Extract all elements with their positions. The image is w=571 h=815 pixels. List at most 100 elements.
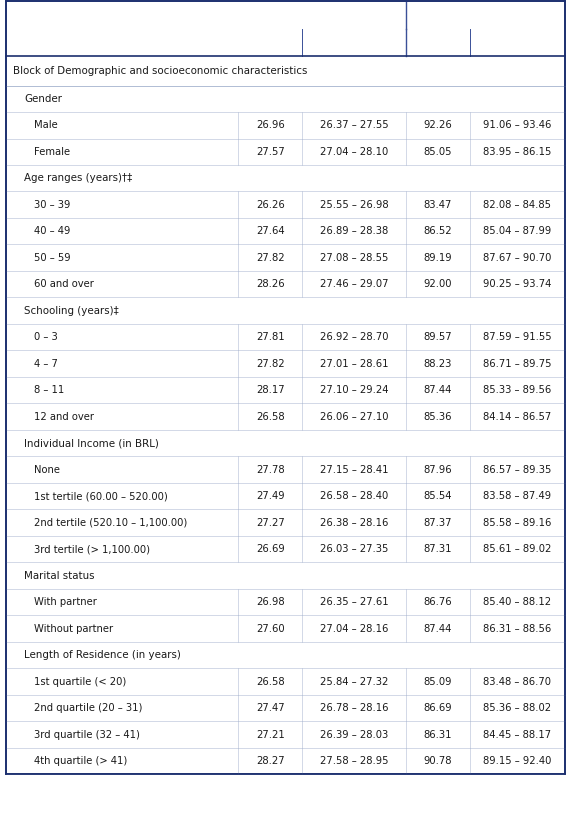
Text: 26.37 – 27.55: 26.37 – 27.55 bbox=[320, 121, 388, 130]
Bar bbox=[470, 29, 565, 56]
Text: 83.95 – 86.15: 83.95 – 86.15 bbox=[483, 147, 552, 156]
Bar bbox=[6, 456, 565, 483]
Text: 87.44: 87.44 bbox=[424, 623, 452, 634]
Bar bbox=[6, 615, 565, 642]
Text: 12 and over: 12 and over bbox=[34, 412, 94, 421]
Bar bbox=[6, 165, 565, 192]
Text: 27.64: 27.64 bbox=[256, 227, 284, 236]
Text: 83.47: 83.47 bbox=[424, 200, 452, 209]
Text: 87.44: 87.44 bbox=[424, 385, 452, 395]
Text: 28.17: 28.17 bbox=[256, 385, 284, 395]
Text: 86.31 – 88.56: 86.31 – 88.56 bbox=[484, 623, 552, 634]
Text: 60 and over: 60 and over bbox=[34, 280, 94, 289]
Bar bbox=[405, 1, 565, 29]
Text: 27.81: 27.81 bbox=[256, 333, 284, 342]
Text: Female: Female bbox=[34, 147, 70, 156]
Bar bbox=[6, 483, 565, 509]
Text: 84.14 – 86.57: 84.14 – 86.57 bbox=[484, 412, 552, 421]
Text: 82.08 – 84.85: 82.08 – 84.85 bbox=[484, 200, 552, 209]
Text: 26.58 – 28.40: 26.58 – 28.40 bbox=[320, 491, 388, 501]
Text: 27.08 – 28.55: 27.08 – 28.55 bbox=[320, 253, 388, 262]
Text: 27.82: 27.82 bbox=[256, 359, 284, 368]
Text: 25.84 – 27.32: 25.84 – 27.32 bbox=[320, 676, 388, 687]
Bar bbox=[6, 112, 565, 139]
Text: 87.96: 87.96 bbox=[424, 465, 452, 475]
Bar bbox=[6, 297, 565, 324]
Text: 26.96: 26.96 bbox=[256, 121, 284, 130]
Text: Means*: Means* bbox=[247, 37, 293, 47]
Text: None: None bbox=[34, 465, 60, 475]
Text: 27.60: 27.60 bbox=[256, 623, 284, 634]
Text: 4th quartile (> 41): 4th quartile (> 41) bbox=[34, 756, 127, 766]
Text: 89.15 – 92.40: 89.15 – 92.40 bbox=[483, 756, 552, 766]
Text: Marital status: Marital status bbox=[24, 570, 94, 581]
Text: Means*: Means* bbox=[415, 37, 461, 47]
Text: 27.21: 27.21 bbox=[256, 729, 284, 740]
Text: 26.06 – 27.10: 26.06 – 27.10 bbox=[320, 412, 388, 421]
Text: 27.15 – 28.41: 27.15 – 28.41 bbox=[320, 465, 388, 475]
Text: 50 – 59: 50 – 59 bbox=[34, 253, 71, 262]
Text: 90.78: 90.78 bbox=[424, 756, 452, 766]
Text: 26.35 – 27.61: 26.35 – 27.61 bbox=[320, 597, 388, 607]
Text: Gender: Gender bbox=[24, 94, 62, 104]
Bar bbox=[6, 244, 565, 271]
Text: 27.04 – 28.10: 27.04 – 28.10 bbox=[320, 147, 388, 156]
Text: 95%CI*: 95%CI* bbox=[332, 37, 376, 47]
Text: 1st tertile (60.00 – 520.00): 1st tertile (60.00 – 520.00) bbox=[34, 491, 168, 501]
Text: 26.92 – 28.70: 26.92 – 28.70 bbox=[320, 333, 388, 342]
Bar bbox=[6, 324, 565, 350]
Text: With partner: With partner bbox=[34, 597, 97, 607]
Text: Schooling (years)‡: Schooling (years)‡ bbox=[24, 306, 119, 315]
Text: 85.33 – 89.56: 85.33 – 89.56 bbox=[484, 385, 552, 395]
Text: 27.47: 27.47 bbox=[256, 703, 284, 713]
Text: 87.37: 87.37 bbox=[424, 518, 452, 528]
Text: 85.36: 85.36 bbox=[424, 412, 452, 421]
Bar bbox=[6, 218, 565, 244]
Bar bbox=[6, 721, 565, 748]
Text: 89.57: 89.57 bbox=[424, 333, 452, 342]
Bar bbox=[6, 377, 565, 403]
Text: 26.58: 26.58 bbox=[256, 412, 284, 421]
Text: 3rd tertile (> 1,100.00): 3rd tertile (> 1,100.00) bbox=[34, 544, 150, 554]
Text: 27.01 – 28.61: 27.01 – 28.61 bbox=[320, 359, 388, 368]
Text: Individual Income (in BRL): Individual Income (in BRL) bbox=[24, 438, 159, 448]
Bar bbox=[6, 562, 565, 589]
Text: Variables: Variables bbox=[13, 22, 75, 35]
Bar bbox=[6, 350, 565, 377]
Bar bbox=[6, 271, 565, 297]
Bar bbox=[238, 1, 405, 29]
Text: 28.27: 28.27 bbox=[256, 756, 284, 766]
Bar bbox=[6, 668, 565, 695]
Text: 86.52: 86.52 bbox=[424, 227, 452, 236]
Text: 85.58 – 89.16: 85.58 – 89.16 bbox=[483, 518, 552, 528]
Text: 27.04 – 28.16: 27.04 – 28.16 bbox=[320, 623, 388, 634]
Text: 27.82: 27.82 bbox=[256, 253, 284, 262]
Bar bbox=[302, 29, 405, 56]
Text: 0 – 3: 0 – 3 bbox=[34, 333, 58, 342]
Text: 27.46 – 29.07: 27.46 – 29.07 bbox=[320, 280, 388, 289]
Text: Length of Residence (in years): Length of Residence (in years) bbox=[24, 650, 181, 660]
Text: 87.59 – 91.55: 87.59 – 91.55 bbox=[483, 333, 552, 342]
Bar bbox=[6, 642, 565, 668]
Text: 8 – 11: 8 – 11 bbox=[34, 385, 65, 395]
Text: 91.06 – 93.46: 91.06 – 93.46 bbox=[483, 121, 552, 130]
Text: 26.98: 26.98 bbox=[256, 597, 284, 607]
Text: 90.25 – 93.74: 90.25 – 93.74 bbox=[483, 280, 552, 289]
Bar bbox=[6, 536, 565, 562]
Text: Without partner: Without partner bbox=[34, 623, 113, 634]
Text: 85.09: 85.09 bbox=[424, 676, 452, 687]
Bar bbox=[238, 29, 302, 56]
Text: 3rd quartile (32 – 41): 3rd quartile (32 – 41) bbox=[34, 729, 140, 740]
Text: 83.48 – 86.70: 83.48 – 86.70 bbox=[484, 676, 552, 687]
Text: 40 – 49: 40 – 49 bbox=[34, 227, 70, 236]
Bar bbox=[6, 430, 565, 456]
Text: 25.55 – 26.98: 25.55 – 26.98 bbox=[320, 200, 388, 209]
Text: 95%CI*: 95%CI* bbox=[496, 37, 539, 47]
Text: 89.19: 89.19 bbox=[424, 253, 452, 262]
Text: 85.36 – 88.02: 85.36 – 88.02 bbox=[484, 703, 552, 713]
Text: 85.61 – 89.02: 85.61 – 89.02 bbox=[483, 544, 552, 554]
Text: 86.76: 86.76 bbox=[424, 597, 452, 607]
Text: 86.69: 86.69 bbox=[424, 703, 452, 713]
Bar bbox=[6, 56, 565, 86]
Text: 4 – 7: 4 – 7 bbox=[34, 359, 58, 368]
